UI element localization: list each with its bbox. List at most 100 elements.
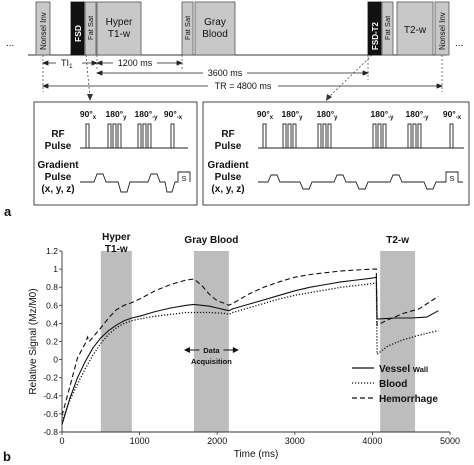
y-tick-label-6: 0.4 (46, 318, 58, 328)
band-label-0: Hyper (102, 232, 130, 243)
tr-label: TR = 4800 ms (215, 81, 272, 91)
panel-label-b: b (3, 449, 11, 464)
block-fat-sat-3-label: Fat Sat (383, 15, 392, 40)
block-t2w: T2-w (396, 1, 434, 56)
rf-angle-right-3: 180°-y (371, 109, 395, 121)
x-axis-title: Time (ms) (234, 449, 279, 460)
gradient-label-left: Gradient (37, 160, 79, 171)
pulse-box-right: 90°x 180°y 180°y 180°-y 180°-y 90°-x RF … (202, 101, 470, 206)
y-tick-label-9: 1 (53, 264, 58, 274)
acquisition-band-1 (193, 251, 229, 432)
block-fat-sat-1: Fat Sat (84, 1, 97, 56)
chart-legend: Vessel Wall Blood Hemorrhage (352, 364, 438, 405)
block-nonsel-inv-2-label: Nonsel Inv (438, 12, 447, 50)
t3600-label: 3600 ms (208, 68, 243, 78)
block-fat-sat-2: Fat Sat (181, 1, 194, 56)
rf-pulses-right (258, 123, 464, 149)
legend-label-0: Vessel Wall (379, 364, 428, 375)
gradient-axes-label-left: (x, y, z) (41, 184, 74, 195)
acquisition-band-0 (100, 251, 132, 432)
block-nonsel-inv-1: Nonsel Inv (35, 1, 51, 56)
block-fsd-label: FSD (73, 25, 83, 42)
y-tick-label-2: -0.4 (43, 391, 58, 401)
pulse-box-left: 90°x 180°y 180°-y 90°-x RF Pulse Gradien… (33, 101, 198, 206)
gradient-waveform-right (258, 171, 463, 190)
y-tick-label-3: -0.2 (43, 373, 58, 383)
block-fat-sat-2-label: Fat Sat (183, 15, 192, 40)
block-fsd-t2-label: FSD-T2 (371, 21, 380, 50)
block-fat-sat-1-label: Fat Sat (86, 15, 95, 40)
gradient-pulse-label-right: Pulse (215, 172, 242, 183)
y-tick-label-8: 0.8 (46, 282, 58, 292)
rf-angle-left-3: 90°-x (164, 109, 183, 121)
spoiler-label-right: S (449, 174, 454, 183)
x-tick-label-2: 2000 (207, 436, 227, 446)
rf-angle-left-1: 180°y (106, 109, 128, 121)
series-line-2 (61, 268, 439, 416)
pulse-label-right: Pulse (215, 141, 242, 152)
rf-angle-left-2: 180°-y (135, 109, 159, 121)
spoiler-label-left: S (181, 174, 186, 183)
block-nonsel-inv-1-label: Nonsel Inv (39, 12, 48, 50)
y-tick-label-1: -0.6 (43, 409, 58, 419)
block-hyper-label: Hyper (106, 17, 133, 28)
zoom-arrow-left-head (87, 94, 93, 101)
band-label-2: T2-w (386, 235, 409, 246)
t3600-label-bg (203, 67, 247, 78)
rf-angle-labels-right: 90°x 180°y 180°y 180°-y 180°-y 90°-x (257, 109, 462, 121)
annotation-line1: Data (203, 346, 220, 355)
annotation-bg (199, 344, 224, 356)
x-tick-label-1: 1000 (130, 436, 150, 446)
rf-label-right: RF (221, 129, 234, 140)
legend-label-1: Blood (379, 379, 407, 390)
annotation-line2: Acquisition (191, 357, 232, 366)
gradient-label-right: Gradient (207, 160, 249, 171)
sequence-timeline: ... ... Nonsel Inv FSD Fat Sat Hyper T1-… (6, 1, 463, 101)
gradient-pulse-label-left: Pulse (45, 172, 72, 183)
rf-angle-right-1: 180°y (282, 109, 304, 121)
y-tick-label-0: -0.8 (43, 427, 58, 437)
pulse-label-left: Pulse (45, 141, 72, 152)
y-tick-label-10: 1.2 (46, 246, 58, 256)
band-label-1: Gray Blood (184, 235, 238, 246)
block-hyper-t1w: Hyper T1-w (96, 1, 142, 56)
block-t2w-label: T2-w (404, 25, 427, 36)
rf-pulses-left (80, 123, 188, 149)
gradient-waveform-left (80, 171, 191, 193)
rf-angle-labels-left: 90°x 180°y 180°-y 90°-x (80, 109, 183, 121)
rf-label-left: RF (51, 129, 64, 140)
rf-angle-left-0: 90°x (80, 109, 97, 121)
block-fsd-t2: FSD-T2 (367, 1, 382, 56)
ti-label: TI1 (61, 58, 73, 70)
tr-label-bg (208, 80, 278, 91)
gradient-axes-label-right: (x, y, z) (211, 184, 244, 195)
rf-angle-right-2: 180°y (317, 109, 339, 121)
x-tick-label-4: 4000 (362, 436, 382, 446)
block-fat-sat-3: Fat Sat (381, 1, 394, 56)
t1200-label-bg (113, 57, 157, 68)
rf-angle-right-4: 180°-y (406, 109, 430, 121)
ti-label-bg (56, 57, 82, 68)
y-axis-title: Relative Signal (Mz/M0) (28, 288, 39, 394)
block-fsd: FSD (70, 1, 85, 56)
zoom-arrows (85, 54, 373, 99)
x-tick-label-3: 3000 (285, 436, 305, 446)
data-acquisition-annotation: Data Acquisition (183, 344, 239, 366)
annotation-arrow-left (183, 347, 190, 353)
x-tick-label-5: 5000 (440, 436, 460, 446)
block-nonsel-inv-2: Nonsel Inv (434, 1, 450, 56)
block-gray-blood: Gray Blood (194, 1, 236, 56)
chart-axes: 0 1000 2000 3000 4000 5000 -0.8 -0.6 -0.4 -0.2 0 0.… (28, 246, 460, 460)
zoom-arrow-right-head (326, 94, 332, 101)
block-gray-label: Gray (204, 17, 226, 28)
y-tick-label-5: 0.2 (46, 337, 58, 347)
annotation-arrow-right (232, 347, 239, 353)
block-t1w-label: T1-w (108, 29, 131, 40)
x-tick-label-0: 0 (59, 436, 64, 446)
y-tick-label-7: 0.6 (46, 300, 58, 310)
dots-left: ... (6, 38, 14, 49)
rf-angle-right-0: 90°x (257, 109, 274, 121)
